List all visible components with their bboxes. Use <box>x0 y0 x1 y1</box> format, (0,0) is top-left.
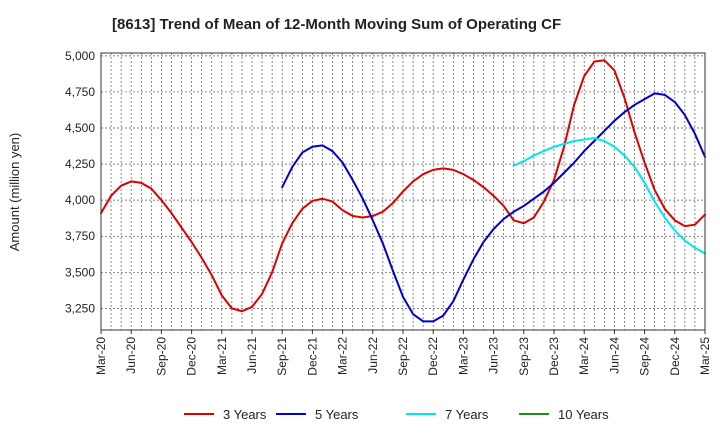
x-tick-label: Mar-25 <box>698 337 712 375</box>
x-tick-label: Jun-20 <box>124 337 138 374</box>
x-tick-label: Dec-22 <box>426 337 440 376</box>
x-tick-label: Sep-23 <box>517 337 531 376</box>
grid-layer <box>101 53 705 330</box>
x-tick-label: Mar-23 <box>456 337 470 375</box>
y-tick-label: 3,500 <box>65 265 95 279</box>
series-line-3-years <box>100 59 706 313</box>
x-tick-label: Mar-22 <box>336 337 350 375</box>
legend: 3 Years 5 Years 7 Years 10 Years <box>184 407 609 422</box>
x-tick-label: Dec-24 <box>668 337 682 376</box>
y-tick-label: 3,750 <box>65 229 95 243</box>
y-axis-ticks: 3,250 3,500 3,750 4,000 4,250 4,500 4,750 5,000 <box>65 49 95 315</box>
y-tick-label: 4,250 <box>65 157 95 171</box>
series-line-7-years <box>512 137 706 255</box>
y-tick-label: 5,000 <box>65 49 95 63</box>
x-tick-label: Jun-22 <box>366 337 380 374</box>
x-axis-ticks: Mar-20 Jun-20 Sep-20 Dec-20 Mar-21 Jun-21 Sep-… <box>94 330 712 376</box>
chart-title: [8613] Trend of Mean of 12-Month Moving … <box>112 16 561 33</box>
y-tick-label: 4,500 <box>65 121 95 135</box>
x-tick-label: Jun-21 <box>245 337 259 374</box>
y-axis-label: Amount (million yen) <box>7 133 22 252</box>
x-tick-label: Sep-22 <box>396 337 410 376</box>
x-tick-label: Dec-21 <box>305 337 319 376</box>
y-tick-label: 4,750 <box>65 85 95 99</box>
y-tick-label: 3,250 <box>65 301 95 315</box>
x-tick-label: Mar-24 <box>577 337 591 375</box>
x-tick-label: Mar-20 <box>94 337 108 375</box>
x-tick-label: Mar-21 <box>215 337 229 375</box>
legend-label: 10 Years <box>558 407 609 422</box>
x-tick-label: Jun-24 <box>607 337 621 374</box>
legend-label: 7 Years <box>445 407 489 422</box>
series-line-5-years <box>281 92 706 323</box>
x-tick-label: Jun-23 <box>487 337 501 374</box>
x-tick-label: Sep-21 <box>275 337 289 376</box>
x-tick-label: Dec-20 <box>185 337 199 376</box>
x-tick-label: Dec-23 <box>547 337 561 376</box>
y-tick-label: 4,000 <box>65 193 95 207</box>
x-tick-label: Sep-24 <box>638 337 652 376</box>
x-tick-label: Sep-20 <box>154 337 168 376</box>
legend-label: 3 Years <box>223 407 267 422</box>
series-layer <box>100 59 706 323</box>
legend-label: 5 Years <box>315 407 359 422</box>
